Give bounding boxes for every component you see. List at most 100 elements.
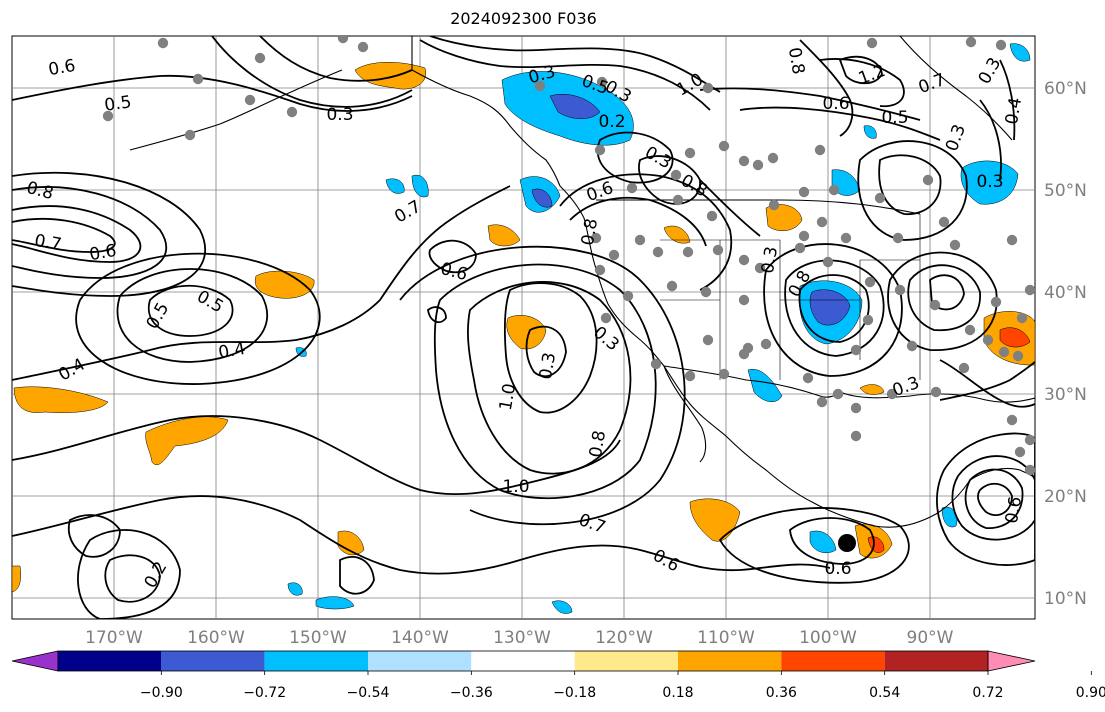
latitude-tick-label: 50°N: [1044, 181, 1087, 201]
contour-label: 0.7: [33, 231, 63, 255]
colorbar-tick-label: −0.36: [450, 685, 493, 701]
shade-orange: [354, 61, 427, 90]
station-marker: [964, 324, 976, 336]
station-marker: [929, 299, 941, 311]
contour: [964, 468, 1024, 529]
contour: [116, 268, 268, 363]
contour: [12, 185, 511, 381]
contour-label: 0.4: [1002, 96, 1026, 126]
station-marker: [738, 294, 750, 306]
contour-label: 0.5: [881, 108, 908, 128]
colorbar-segment: [678, 651, 782, 671]
longitude-tick-label: 160°W: [187, 628, 245, 648]
station-marker: [1024, 434, 1035, 446]
contour: [419, 39, 711, 111]
colorbar-segment: [781, 651, 885, 671]
latitude-tick-labels: 60°N 50°N 40°N 30°N 20°N 10°N: [1044, 79, 1087, 609]
station-marker: [822, 256, 834, 268]
coastlines: [129, 36, 1035, 528]
station-marker: [794, 242, 806, 254]
station-marker: [594, 144, 606, 156]
contour: [939, 359, 1035, 408]
contour-label: 0.3: [976, 172, 1003, 192]
shade-orange: [506, 315, 547, 350]
station-marker: [634, 234, 646, 246]
shade-cyan: [863, 125, 877, 139]
station-marker: [906, 340, 918, 352]
contour-label: 0.6: [1002, 495, 1026, 525]
colorbar-upper-extension: [987, 650, 1036, 672]
contour: [12, 205, 142, 263]
station-marker: [718, 368, 730, 380]
station-marker: [608, 249, 620, 261]
contour: [429, 36, 721, 93]
shade-cyan: [315, 596, 355, 610]
station-marker: [874, 192, 886, 204]
station-marker: [534, 80, 546, 92]
station-marker: [666, 280, 678, 292]
contour: [12, 171, 206, 297]
contour: [559, 173, 733, 291]
shade-orange: [765, 204, 803, 232]
shade-blue: [531, 188, 553, 208]
station-markers: [102, 36, 1035, 476]
contour: [789, 517, 875, 565]
station-marker: [982, 334, 994, 346]
longitude-tick-label: 120°W: [595, 628, 653, 648]
shade-cyan: [747, 368, 783, 403]
station-marker: [684, 370, 696, 382]
station-marker: [760, 338, 772, 350]
colorbar-segment: [574, 651, 678, 671]
station-marker: [892, 232, 904, 244]
contour: [525, 325, 567, 378]
longitude-tick-label: 140°W: [391, 628, 449, 648]
contour: [739, 106, 941, 141]
contour-label: 0.6: [88, 241, 118, 265]
contour-label: 1.0: [502, 477, 529, 497]
contour: [999, 59, 1016, 141]
station-marker: [157, 37, 169, 49]
state-line: [660, 214, 921, 380]
shade-cyan: [287, 582, 303, 596]
contour: [596, 131, 674, 184]
contour: [569, 196, 707, 247]
contour: [467, 281, 632, 475]
contour: [638, 155, 701, 205]
contour-label: 0.6: [47, 56, 77, 80]
station-marker: [600, 312, 612, 324]
colorbar-segment: [58, 651, 162, 671]
station-marker: [1024, 464, 1035, 476]
hudson-coast: [899, 36, 1013, 141]
station-marker: [670, 169, 682, 181]
station-marker: [626, 182, 638, 194]
station-marker: [684, 147, 696, 159]
contour-label: 0.6: [822, 94, 849, 114]
colorbar-tick-label: 0.72: [972, 685, 1003, 701]
contour: [12, 495, 831, 575]
contour-label: 0.3: [536, 351, 560, 381]
station-marker: [682, 246, 694, 258]
shade-orange: [337, 530, 365, 556]
station-marker: [596, 76, 608, 88]
colorbar-segment: [884, 651, 988, 671]
contour: [857, 140, 968, 241]
map-panel: 0.60.50.80.7 0.60.30.50.40.40.70.60.50.3 0…: [11, 35, 1036, 620]
latitude-tick-label: 40°N: [1044, 283, 1087, 303]
colorbar-segment: [368, 651, 472, 671]
station-marker: [742, 342, 754, 354]
station-marker: [1024, 284, 1035, 296]
longitude-tick-label: 90°W: [907, 628, 954, 648]
contour: [503, 282, 598, 414]
na-west-coast: [559, 185, 971, 528]
contour: [12, 415, 621, 495]
station-marker: [706, 210, 718, 222]
colorbar-tick-label: −0.72: [243, 685, 286, 701]
colorbar-tick-label: 0.90: [1076, 685, 1105, 701]
contour: [977, 482, 1013, 517]
station-marker: [702, 334, 714, 346]
station-marker: [862, 314, 874, 326]
contour: [799, 39, 854, 137]
contour: [718, 507, 910, 584]
station-marker: [816, 396, 828, 408]
